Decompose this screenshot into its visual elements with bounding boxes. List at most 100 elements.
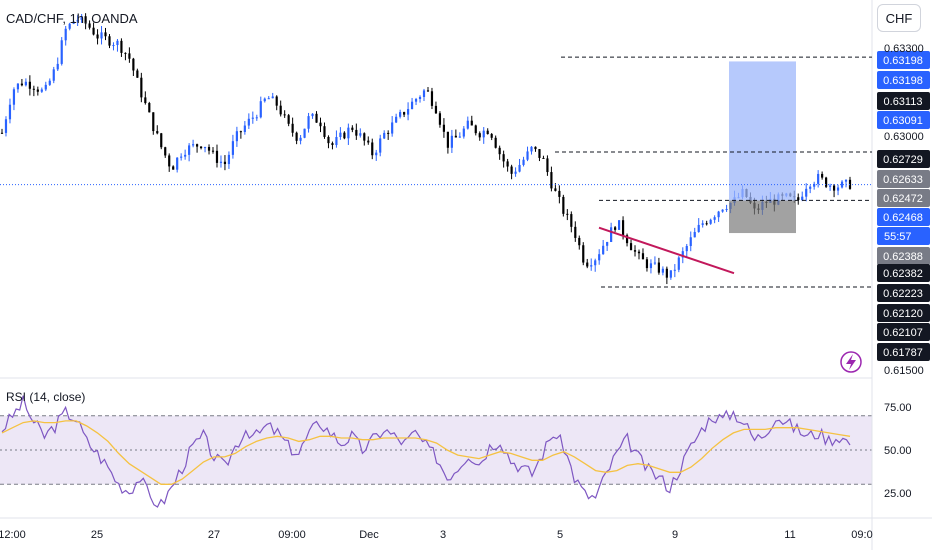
candle	[832, 183, 836, 198]
candle	[136, 68, 139, 78]
candle-body	[554, 188, 557, 191]
candle	[28, 75, 31, 96]
candle-body	[203, 146, 207, 149]
candle-body	[32, 88, 35, 90]
candle	[434, 101, 438, 114]
price-tick: 0.63000	[884, 131, 924, 143]
candle-body	[56, 63, 59, 70]
candle	[685, 243, 688, 257]
rsi-title: RSI (14, close)	[6, 390, 86, 404]
candle	[355, 123, 358, 140]
candle-body	[112, 45, 115, 47]
price-label: 0.62120	[877, 304, 930, 322]
candle-body	[713, 217, 716, 220]
candle-body	[657, 262, 660, 273]
candle	[383, 130, 386, 140]
lightning-icon[interactable]	[840, 351, 862, 373]
candle-body	[68, 23, 71, 29]
price-label-bg	[877, 92, 930, 110]
candle-body	[466, 120, 469, 129]
candle	[801, 191, 804, 202]
candle	[255, 114, 258, 121]
candle	[351, 125, 354, 133]
candle	[470, 115, 473, 126]
price-axis[interactable]: 0.63198 0.63198 0.63113 0.63091 0.62729 0.626…	[871, 0, 930, 550]
candle	[825, 176, 828, 189]
drawings-layer[interactable]	[0, 56, 872, 288]
candle	[844, 179, 848, 188]
candle	[172, 165, 175, 170]
candle	[315, 111, 318, 123]
candle	[506, 158, 509, 172]
candle	[502, 150, 505, 168]
candle-body	[44, 84, 47, 90]
candle-body	[848, 179, 852, 189]
candle-body	[100, 32, 103, 39]
candle-body	[478, 133, 481, 138]
rsi-pane[interactable]	[0, 395, 872, 508]
time-tick: 09:00	[278, 529, 306, 541]
candle-body	[267, 98, 270, 100]
candle	[8, 98, 12, 124]
currency-button[interactable]: CHF	[877, 4, 921, 32]
price-label-text: 0.63091	[883, 115, 923, 127]
candle-body	[48, 80, 51, 85]
candle-body	[526, 151, 529, 160]
candle	[653, 256, 657, 265]
candle-body	[562, 196, 565, 214]
candle-body	[387, 132, 390, 134]
candle-body	[805, 188, 808, 197]
price-label-text: 0.62633	[883, 174, 923, 186]
candle-body	[231, 141, 235, 155]
candle	[454, 129, 457, 138]
candle-body	[434, 105, 438, 114]
candle	[498, 145, 501, 160]
candle-body	[653, 262, 657, 264]
time-tick: 5	[557, 529, 563, 541]
candle	[462, 126, 465, 139]
candle-body	[315, 113, 318, 123]
price-label-bg	[877, 343, 930, 361]
candle	[323, 122, 326, 139]
time-axis[interactable]: 12:00 25 27 09:00 Dec 3 5 9 11 09:0	[0, 517, 932, 541]
candle-body	[697, 224, 700, 232]
candle-body	[279, 105, 282, 115]
rsi-tick: 25.00	[884, 488, 912, 500]
candle-body	[84, 16, 87, 24]
candle-body	[482, 130, 485, 138]
candle	[104, 27, 107, 41]
candle-body	[299, 137, 302, 141]
candle	[215, 144, 219, 168]
candle	[343, 131, 346, 140]
candle	[207, 144, 211, 155]
candle-body	[391, 122, 394, 134]
candle-body	[255, 117, 258, 119]
countdown-text: 55:57	[884, 231, 912, 243]
candle-body	[621, 220, 625, 236]
candle	[602, 239, 605, 255]
candle	[156, 125, 159, 135]
candle-body	[375, 152, 378, 156]
candle-body	[606, 241, 609, 246]
candle	[395, 113, 398, 124]
candle	[586, 258, 589, 269]
price-label-text: 0.62468	[883, 212, 923, 224]
candle	[92, 22, 95, 36]
candle-body	[176, 157, 179, 170]
candle-body	[120, 40, 123, 53]
candle	[44, 81, 47, 92]
candle	[223, 155, 227, 171]
candle-body	[207, 146, 211, 151]
candle	[562, 194, 565, 217]
candle	[287, 113, 290, 127]
candle-body	[594, 260, 597, 266]
rsi-axis[interactable]: 25.00 50.00 75.00	[884, 402, 912, 500]
price-label: 0.62472	[877, 189, 930, 207]
candle	[335, 130, 338, 148]
time-tick: Dec	[359, 529, 379, 541]
candle	[80, 13, 83, 23]
candle	[633, 245, 637, 257]
candle-body	[641, 253, 645, 260]
candle	[303, 128, 306, 139]
